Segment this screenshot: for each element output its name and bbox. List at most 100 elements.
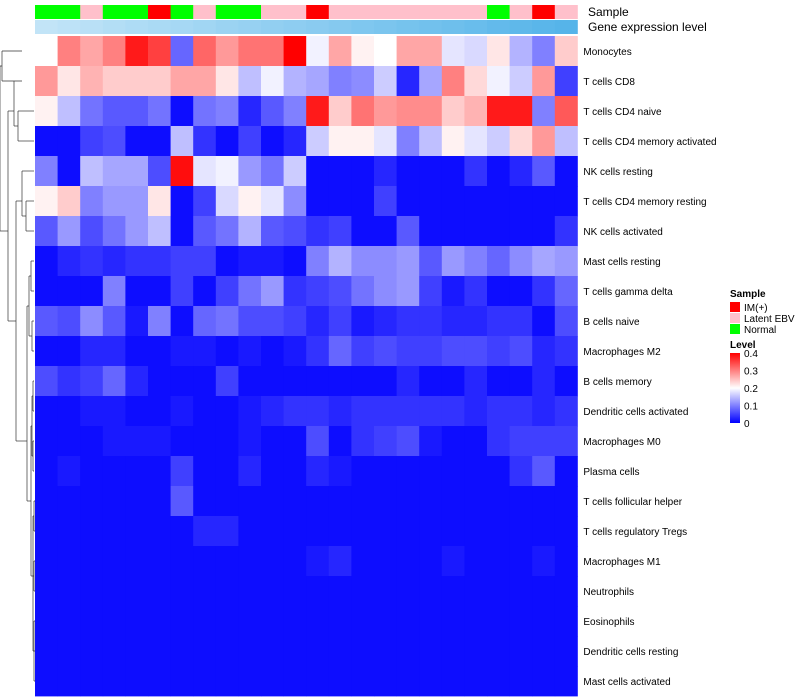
heatmap-cell: [328, 666, 352, 697]
heatmap-cell: [351, 456, 375, 487]
row-label: T cells regulatory Tregs: [583, 527, 687, 538]
heatmap-cell: [35, 66, 58, 97]
heatmap-cell: [193, 96, 217, 127]
expression-annotation-cell: [125, 20, 149, 34]
heatmap-cell: [554, 186, 578, 217]
heatmap-cell: [419, 456, 443, 487]
heatmap-cell: [487, 366, 510, 397]
heatmap-cell: [464, 36, 488, 67]
heatmap-cell: [328, 216, 352, 247]
row-label: Neutrophils: [583, 587, 634, 598]
heatmap-cell: [306, 36, 330, 67]
heatmap-cell: [464, 576, 488, 607]
heatmap-cell: [396, 546, 420, 577]
heatmap-cell: [125, 36, 149, 67]
heatmap-cell: [125, 66, 149, 97]
heatmap-cell: [306, 396, 330, 427]
expression-annotation-cell: [464, 20, 488, 34]
heatmap-cell: [80, 66, 104, 97]
heatmap-cell: [351, 576, 375, 607]
heatmap-cell: [170, 276, 194, 307]
heatmap-cell: [554, 456, 578, 487]
heatmap-cell: [306, 576, 330, 607]
heatmap-cell: [283, 126, 307, 157]
heatmap-cell: [328, 636, 352, 667]
heatmap-cell: [102, 636, 126, 667]
heatmap-cell: [441, 366, 465, 397]
heatmap-cell: [532, 156, 556, 187]
heatmap-cell: [125, 276, 149, 307]
heatmap-cell: [125, 336, 149, 367]
heatmap-cell: [193, 186, 217, 217]
heatmap-cell: [261, 276, 284, 307]
expression-annotation-cell: [509, 20, 533, 34]
legend-sample-title: Sample: [730, 289, 766, 300]
heatmap-cell: [396, 426, 420, 457]
heatmap-cell: [351, 186, 375, 217]
heatmap-cell: [80, 546, 104, 577]
heatmap-cell: [532, 396, 556, 427]
heatmap-cell: [35, 456, 58, 487]
heatmap-cell: [441, 126, 465, 157]
heatmap-cell: [238, 126, 262, 157]
heatmap-cell: [419, 306, 443, 337]
heatmap-cell: [532, 336, 556, 367]
heatmap-cell: [57, 666, 81, 697]
heatmap-cell: [328, 156, 352, 187]
heatmap-cell: [532, 426, 556, 457]
heatmap-cell: [419, 576, 443, 607]
heatmap-cell: [328, 126, 352, 157]
heatmap-cell: [487, 66, 510, 97]
heatmap-cell: [170, 246, 194, 277]
heatmap-cell: [238, 66, 262, 97]
heatmap-cell: [487, 636, 510, 667]
heatmap-cell: [532, 66, 556, 97]
heatmap-cell: [35, 426, 58, 457]
heatmap-cell: [441, 666, 465, 697]
heatmap-cell: [57, 276, 81, 307]
expression-annotation-cell: [419, 20, 443, 34]
heatmap-cell: [554, 126, 578, 157]
sample-annotation-cell: [193, 5, 217, 19]
heatmap-cell: [441, 216, 465, 247]
heatmap-cell: [351, 156, 375, 187]
heatmap-cell: [509, 456, 533, 487]
sample-annotation-cell: [102, 5, 126, 19]
heatmap-cell: [125, 246, 149, 277]
heatmap-cell: [509, 126, 533, 157]
heatmap-cell: [35, 276, 58, 307]
heatmap-cell: [148, 636, 171, 667]
heatmap-cell: [170, 216, 194, 247]
heatmap-cell: [532, 366, 556, 397]
heatmap-cell: [554, 546, 578, 577]
heatmap-cell: [419, 366, 443, 397]
heatmap-cell: [80, 126, 104, 157]
heatmap-cell: [554, 366, 578, 397]
heatmap-cell: [419, 516, 443, 547]
heatmap-cell: [554, 336, 578, 367]
heatmap-cell: [261, 126, 284, 157]
heatmap-cell: [261, 156, 284, 187]
heatmap-cell: [532, 486, 556, 517]
row-label: Macrophages M1: [583, 557, 661, 568]
heatmap-cell: [170, 96, 194, 127]
heatmap-cell: [374, 606, 397, 637]
heatmap-cell: [396, 516, 420, 547]
heatmap-cell: [102, 666, 126, 697]
expression-annotation-cell: [396, 20, 420, 34]
heatmap-cell: [215, 246, 239, 277]
heatmap-cell: [464, 456, 488, 487]
heatmap-cell: [102, 66, 126, 97]
legend-level-tick-label: 0.2: [744, 384, 758, 395]
heatmap-cell: [148, 366, 171, 397]
heatmap-cell: [554, 36, 578, 67]
heatmap-cell: [554, 426, 578, 457]
heatmap-cell: [57, 396, 81, 427]
heatmap-cell: [396, 306, 420, 337]
heatmap-cell: [374, 186, 397, 217]
heatmap-cell: [80, 666, 104, 697]
heatmap-cell: [35, 336, 58, 367]
sample-annotation-cell: [374, 5, 397, 19]
heatmap-cell: [102, 96, 126, 127]
heatmap-cell: [487, 666, 510, 697]
